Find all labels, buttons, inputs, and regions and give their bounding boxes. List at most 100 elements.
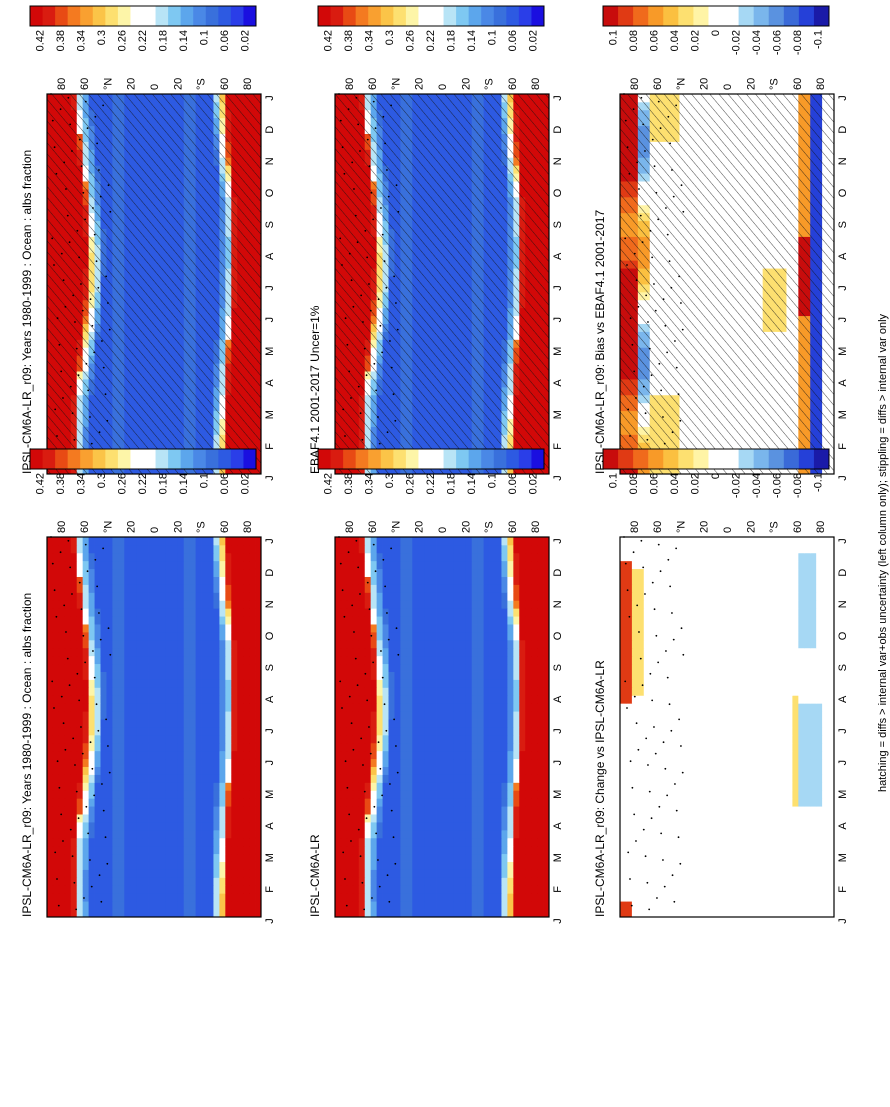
stipple-dot	[344, 435, 346, 437]
stipple-dot	[102, 366, 105, 369]
stipple-dot	[372, 100, 375, 103]
month-tick-label: J	[264, 95, 276, 101]
month-tick-label: A	[552, 379, 564, 387]
stipple-dot	[377, 298, 380, 301]
stipple-dot	[363, 347, 366, 350]
colorbar-tick-label: -0.02	[731, 30, 743, 55]
colorbar-swatch	[330, 6, 344, 26]
stipple-dot	[64, 305, 67, 308]
colorbar-swatch	[67, 6, 81, 26]
stipple-dot	[55, 172, 58, 175]
colorbar-swatch	[230, 6, 244, 26]
stipple-dot	[352, 305, 355, 308]
stipple-dot	[86, 127, 89, 130]
colorbar-swatch	[738, 6, 755, 26]
stipple-dot	[390, 366, 393, 369]
colorbar-tick-label: 0.38	[343, 30, 355, 51]
colorbar-tick-label: 0.26	[116, 30, 128, 51]
colorbar-swatch	[708, 6, 725, 26]
stipple-dot	[375, 389, 378, 392]
stipple-dot	[396, 328, 399, 331]
stipple-dot	[386, 431, 389, 434]
latitude-tick-label: °N	[390, 78, 402, 90]
colorbar-swatch	[603, 6, 619, 26]
colorbar-swatch	[218, 6, 232, 26]
stipple-dot	[62, 279, 65, 282]
plot-area	[334, 93, 550, 475]
colorbar-tick-label: 0.18	[446, 30, 458, 51]
latitude-tick-label: 60	[507, 78, 519, 90]
stipple-dot	[94, 115, 97, 118]
colorbar-swatch	[443, 6, 457, 26]
stipple-dot	[364, 229, 367, 232]
stipple-dot	[377, 416, 379, 418]
colorbar-swatch	[380, 6, 394, 26]
colorbar-tick-label: 0.04	[669, 30, 681, 51]
stipple-dot	[350, 279, 353, 282]
colorbar-tick-label: 0.02	[528, 30, 540, 51]
stipple-dot	[58, 343, 61, 346]
colorbar-tick-label: -0.04	[751, 30, 763, 55]
stipple-dot	[96, 142, 99, 145]
stipple-dot	[73, 438, 76, 441]
latitude-tick-label: °S	[484, 78, 496, 90]
colorbar-swatch	[355, 6, 369, 26]
colorbar-swatch	[481, 6, 495, 26]
colorbar-swatch	[531, 6, 545, 26]
colorbar-swatch	[813, 6, 830, 26]
colorbar-swatch	[768, 6, 785, 26]
stipple-dot	[374, 127, 377, 130]
month-tick-label: A	[264, 379, 276, 387]
stipple-dot	[395, 184, 398, 187]
month-tick-label: J	[552, 285, 564, 291]
latitude-tick-label: 60	[219, 78, 231, 90]
colorbar-swatch	[343, 6, 357, 26]
stipple-dot	[53, 264, 55, 266]
colorbar-swatch	[168, 6, 182, 26]
stipple-dot	[360, 294, 363, 297]
stipple-dot	[84, 100, 87, 103]
colorbar-swatch	[618, 6, 634, 26]
stipple-dot	[89, 298, 92, 301]
colorbar-frame	[29, 5, 257, 27]
month-tick-label: J	[264, 475, 276, 481]
colorbar-tick-label: 0.3	[96, 30, 108, 45]
month-tick-label: A	[552, 252, 564, 260]
stipple-dot	[347, 108, 350, 111]
stipple-dot	[59, 108, 62, 111]
latitude-tick-label: 0	[437, 84, 449, 90]
month-tick-label: N	[552, 157, 564, 165]
stipple-dot	[344, 317, 347, 320]
stipple-dot	[390, 104, 393, 107]
stipple-dot	[105, 275, 108, 278]
stipple-dot	[74, 321, 76, 323]
colorbar-swatch	[468, 6, 482, 26]
stipple-dot	[395, 302, 397, 304]
plot-frame	[334, 93, 550, 475]
colorbar-tick-label: 0.22	[425, 30, 437, 51]
stipple-dot	[380, 207, 382, 209]
stipple-dot	[370, 191, 373, 194]
stipple-dot	[108, 328, 111, 331]
stipple-dot	[339, 119, 342, 122]
colorbar-swatch	[493, 6, 507, 26]
stipple-dot	[365, 374, 368, 377]
stipple-dot	[351, 161, 354, 164]
colorbar-swatch	[783, 6, 800, 26]
stipple-dot	[372, 218, 375, 221]
stipple-dot	[361, 438, 364, 441]
colorbar-swatch	[92, 6, 106, 26]
colorbar-tick-label: 0.1	[607, 30, 619, 45]
colorbar-swatch	[130, 6, 144, 26]
stipple-dot	[56, 317, 59, 320]
stipple-dot	[75, 347, 78, 350]
stipple-dot	[80, 165, 83, 168]
latitude-tick-label: 20	[172, 78, 184, 90]
stipple-dot	[62, 397, 64, 399]
stipple-dot	[102, 104, 105, 107]
stipple-dot	[385, 286, 388, 289]
stipple-dot	[381, 351, 384, 354]
colorbar-tick-label: 0.02	[689, 30, 701, 51]
colorbar-swatch	[368, 6, 382, 26]
